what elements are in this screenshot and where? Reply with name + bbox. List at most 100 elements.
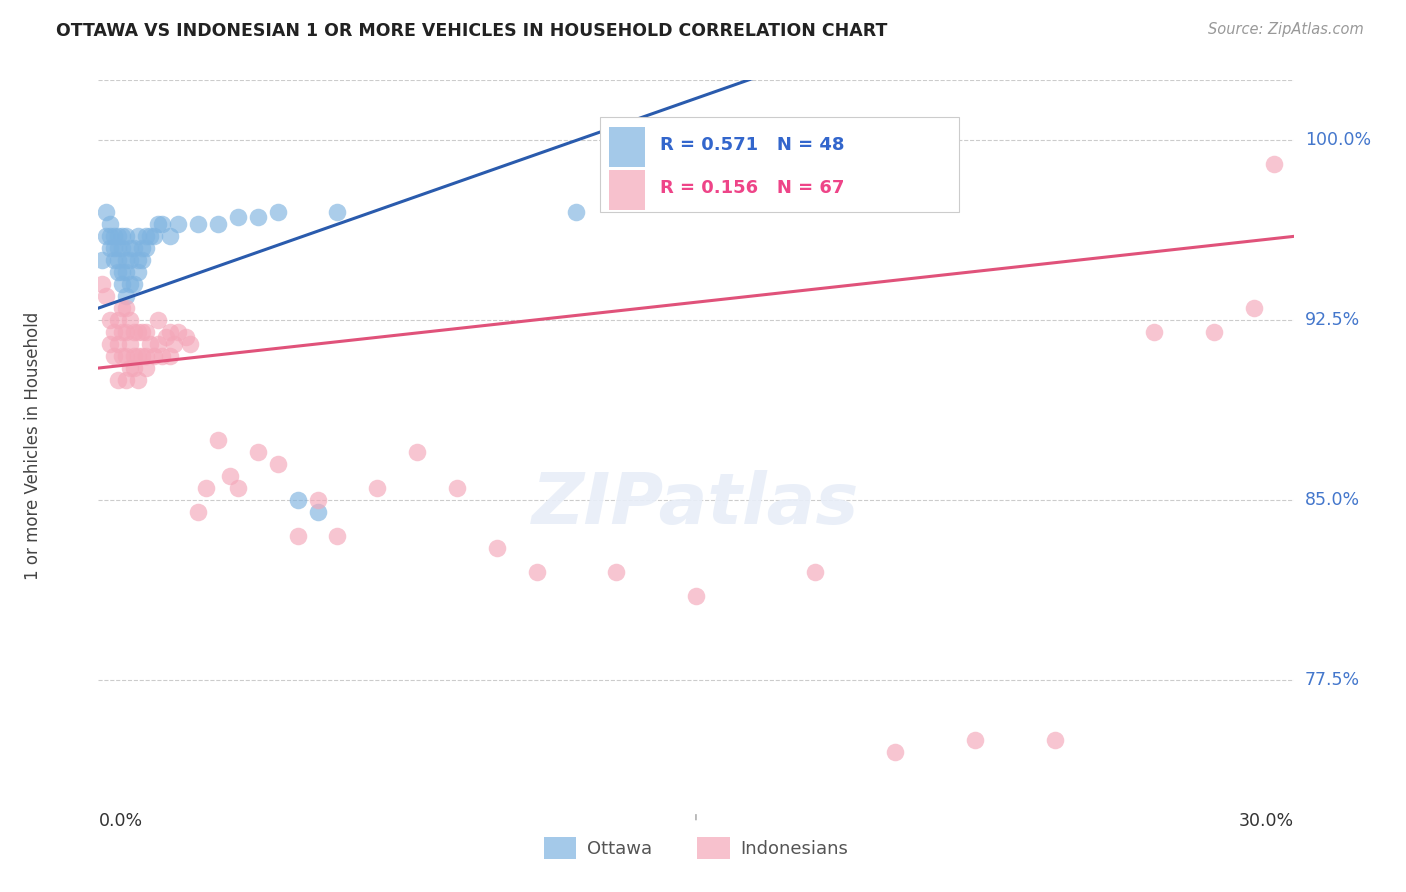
- Point: [150, 349, 173, 363]
- Text: 1 or more Vehicles in Household: 1 or more Vehicles in Household: [24, 312, 42, 580]
- Point: [187, 217, 209, 231]
- Point: [307, 505, 329, 519]
- Point: [159, 325, 181, 339]
- Point: [103, 349, 125, 363]
- Point: [148, 217, 170, 231]
- FancyBboxPatch shape: [600, 117, 959, 212]
- Text: 92.5%: 92.5%: [1305, 311, 1360, 329]
- FancyBboxPatch shape: [609, 169, 644, 211]
- Point: [159, 229, 181, 244]
- Point: [207, 433, 229, 447]
- Point: [120, 253, 142, 268]
- Text: ZIPatlas: ZIPatlas: [533, 470, 859, 539]
- Point: [884, 745, 907, 759]
- Point: [685, 589, 707, 603]
- Point: [267, 457, 290, 471]
- Point: [135, 325, 157, 339]
- Text: 77.5%: 77.5%: [1305, 671, 1360, 689]
- Point: [127, 253, 149, 268]
- Point: [120, 361, 142, 376]
- Point: [120, 313, 142, 327]
- Point: [96, 205, 118, 219]
- Point: [246, 445, 269, 459]
- Point: [366, 481, 388, 495]
- Text: OTTAWA VS INDONESIAN 1 OR MORE VEHICLES IN HOUSEHOLD CORRELATION CHART: OTTAWA VS INDONESIAN 1 OR MORE VEHICLES …: [56, 22, 887, 40]
- Point: [246, 210, 269, 224]
- Point: [131, 253, 153, 268]
- Point: [326, 205, 349, 219]
- Point: [287, 492, 309, 507]
- Point: [98, 217, 122, 231]
- Point: [111, 265, 134, 279]
- Point: [107, 253, 129, 268]
- Point: [143, 349, 166, 363]
- Point: [124, 349, 146, 363]
- Legend: Ottawa, Indonesians: Ottawa, Indonesians: [534, 829, 858, 869]
- Point: [207, 217, 229, 231]
- Point: [98, 313, 122, 327]
- Point: [174, 330, 197, 344]
- Point: [91, 253, 114, 268]
- Point: [115, 253, 138, 268]
- Point: [219, 469, 242, 483]
- Point: [111, 301, 134, 315]
- Point: [127, 349, 149, 363]
- Point: [167, 217, 190, 231]
- Point: [485, 541, 508, 555]
- Point: [96, 289, 118, 303]
- Text: 100.0%: 100.0%: [1305, 131, 1371, 149]
- Point: [131, 349, 153, 363]
- Point: [120, 277, 142, 292]
- FancyBboxPatch shape: [609, 127, 644, 168]
- Point: [107, 265, 129, 279]
- Point: [98, 337, 122, 351]
- Point: [526, 565, 548, 579]
- Point: [98, 241, 122, 255]
- Point: [124, 241, 146, 255]
- Point: [107, 373, 129, 387]
- Point: [150, 217, 173, 231]
- Point: [127, 373, 149, 387]
- Point: [1202, 325, 1225, 339]
- Point: [111, 277, 134, 292]
- Point: [115, 325, 138, 339]
- Point: [226, 210, 249, 224]
- Point: [111, 325, 134, 339]
- Point: [131, 325, 153, 339]
- Point: [103, 241, 125, 255]
- Point: [135, 361, 157, 376]
- Point: [605, 565, 627, 579]
- Text: R = 0.571   N = 48: R = 0.571 N = 48: [661, 136, 845, 154]
- Text: 0.0%: 0.0%: [98, 812, 142, 830]
- Point: [139, 337, 162, 351]
- Point: [124, 361, 146, 376]
- Point: [115, 229, 138, 244]
- Point: [1263, 157, 1285, 171]
- Point: [148, 337, 170, 351]
- Point: [143, 229, 166, 244]
- Text: R = 0.156   N = 67: R = 0.156 N = 67: [661, 179, 845, 197]
- Point: [127, 229, 149, 244]
- Point: [326, 529, 349, 543]
- Point: [163, 337, 186, 351]
- Point: [115, 373, 138, 387]
- Point: [103, 229, 125, 244]
- Point: [139, 229, 162, 244]
- Point: [111, 241, 134, 255]
- Point: [167, 325, 190, 339]
- Point: [804, 565, 827, 579]
- Point: [120, 337, 142, 351]
- Point: [96, 229, 118, 244]
- Text: 85.0%: 85.0%: [1305, 491, 1360, 509]
- Point: [565, 205, 588, 219]
- Point: [115, 289, 138, 303]
- Point: [91, 277, 114, 292]
- Point: [107, 241, 129, 255]
- Point: [111, 229, 134, 244]
- Point: [1043, 732, 1066, 747]
- Point: [1143, 325, 1166, 339]
- Point: [307, 492, 329, 507]
- Point: [127, 325, 149, 339]
- Point: [1243, 301, 1265, 315]
- Point: [179, 337, 201, 351]
